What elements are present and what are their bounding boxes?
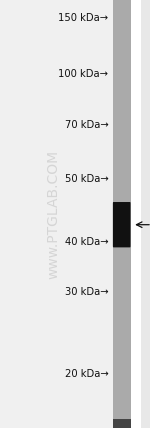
Text: 150 kDa→: 150 kDa→ [58,13,108,23]
FancyBboxPatch shape [112,0,131,428]
Text: 100 kDa→: 100 kDa→ [58,69,108,79]
Text: 70 kDa→: 70 kDa→ [65,120,108,131]
Text: 40 kDa→: 40 kDa→ [65,237,108,247]
FancyBboxPatch shape [0,0,112,428]
FancyBboxPatch shape [112,419,131,428]
Text: 50 kDa→: 50 kDa→ [65,174,108,184]
Text: 20 kDa→: 20 kDa→ [65,369,108,379]
Text: www.PTGLAB.COM: www.PTGLAB.COM [46,149,60,279]
FancyBboxPatch shape [113,202,130,247]
Text: 30 kDa→: 30 kDa→ [65,287,108,297]
FancyBboxPatch shape [131,0,141,428]
